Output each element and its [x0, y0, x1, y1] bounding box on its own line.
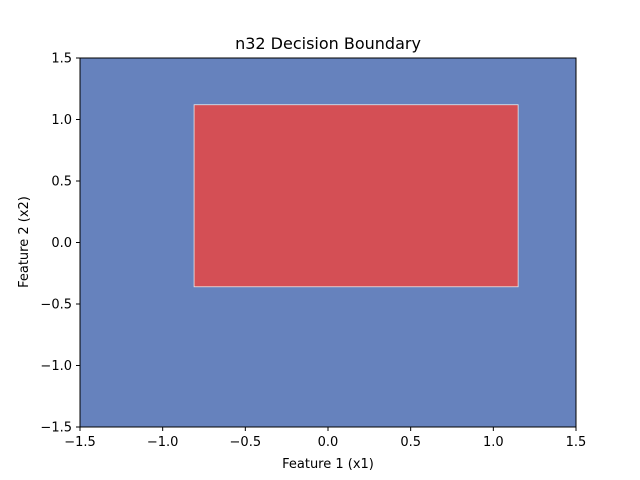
y-axis: −1.5 −1.0 −0.5 0.0 0.5 1.0 1.5 — [40, 52, 80, 436]
y-tick-label: −0.5 — [40, 298, 72, 313]
y-tick-label: 0.0 — [51, 236, 72, 251]
x-tick-label: 0.0 — [318, 435, 339, 450]
x-tick-label: 1.5 — [566, 435, 587, 450]
x-tick-label: 1.0 — [483, 435, 504, 450]
region-positive — [193, 104, 519, 288]
y-tick-label: −1.5 — [40, 421, 72, 436]
x-tick-label: −1.5 — [64, 435, 96, 450]
x-tick-label: −0.5 — [230, 435, 262, 450]
chart-title: n32 Decision Boundary — [235, 34, 421, 53]
y-tick-label: −1.0 — [40, 359, 72, 374]
x-tick-label: 0.5 — [400, 435, 421, 450]
x-axis: −1.5 −1.0 −0.5 0.0 0.5 1.0 1.5 — [64, 427, 586, 450]
plot-area — [79, 57, 577, 428]
y-axis-label: Feature 2 (x2) — [17, 196, 32, 288]
y-tick-label: 1.0 — [51, 113, 72, 128]
y-tick-label: 0.5 — [51, 175, 72, 190]
y-tick-label: 1.5 — [51, 52, 72, 67]
x-axis-label: Feature 1 (x1) — [282, 457, 374, 472]
x-tick-label: −1.0 — [147, 435, 179, 450]
